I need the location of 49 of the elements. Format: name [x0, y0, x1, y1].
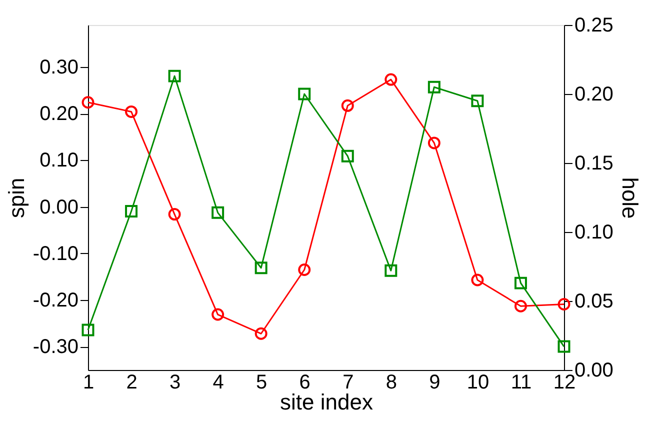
point — [384, 73, 398, 86]
point — [168, 208, 181, 221]
point — [428, 80, 440, 94]
x-tick-label: 2 — [126, 372, 138, 394]
point — [558, 340, 570, 353]
point — [254, 327, 268, 340]
x-tick-label: 10 — [466, 372, 490, 394]
point — [82, 324, 94, 336]
point — [82, 96, 94, 109]
x-tick-label: 8 — [386, 372, 397, 394]
y2-tick-label: 0.00 — [574, 360, 614, 382]
y-tick-label: -0.10 — [32, 242, 78, 265]
y2-tick-label: 0.05 — [574, 290, 614, 312]
point — [298, 264, 311, 276]
y-tick-label: -0.20 — [32, 290, 78, 312]
point — [254, 262, 268, 274]
point — [168, 70, 181, 82]
point — [341, 99, 354, 112]
x-tick-label: 3 — [169, 372, 181, 394]
x-tick-label: 5 — [256, 372, 268, 394]
y-tick-label: 0.20 — [40, 103, 78, 126]
point — [125, 205, 138, 218]
y2-tick-label: 0.25 — [574, 14, 614, 36]
point — [558, 298, 570, 310]
y2-tick-label: 0.10 — [574, 222, 614, 244]
x-tick-label: 11 — [510, 372, 532, 394]
x-tick-label: 12 — [553, 372, 576, 394]
point — [298, 88, 311, 100]
x-tick-label: 9 — [429, 372, 440, 394]
point — [514, 300, 527, 312]
y-tick-label: 0.10 — [40, 150, 78, 172]
y-axis-title: spin — [4, 178, 29, 218]
point — [471, 94, 484, 108]
y-tick-label: 0.30 — [40, 56, 78, 78]
x-tick-label: 4 — [212, 372, 224, 394]
point — [341, 150, 354, 162]
y-tick-label: 0.00 — [40, 196, 78, 218]
point — [471, 274, 484, 286]
point — [212, 206, 224, 219]
point — [212, 308, 224, 321]
point — [514, 276, 527, 290]
point — [428, 136, 440, 150]
y2-tick-label: 0.15 — [574, 152, 614, 174]
point — [125, 105, 138, 118]
x-tick-label: 1 — [82, 372, 94, 394]
y-tick-label: -0.30 — [32, 336, 78, 358]
y2-axis-title: hole — [617, 177, 642, 219]
point — [384, 264, 398, 277]
y2-tick-label: 0.20 — [574, 84, 614, 106]
